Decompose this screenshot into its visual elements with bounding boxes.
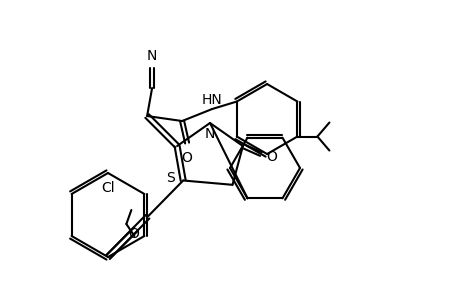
Text: HN: HN [202, 93, 222, 107]
Text: N: N [146, 49, 157, 63]
Text: N: N [204, 127, 215, 141]
Text: S: S [166, 172, 175, 185]
Text: Cl: Cl [101, 181, 115, 195]
Text: O: O [265, 150, 276, 164]
Text: O: O [128, 227, 139, 241]
Text: O: O [181, 151, 192, 165]
